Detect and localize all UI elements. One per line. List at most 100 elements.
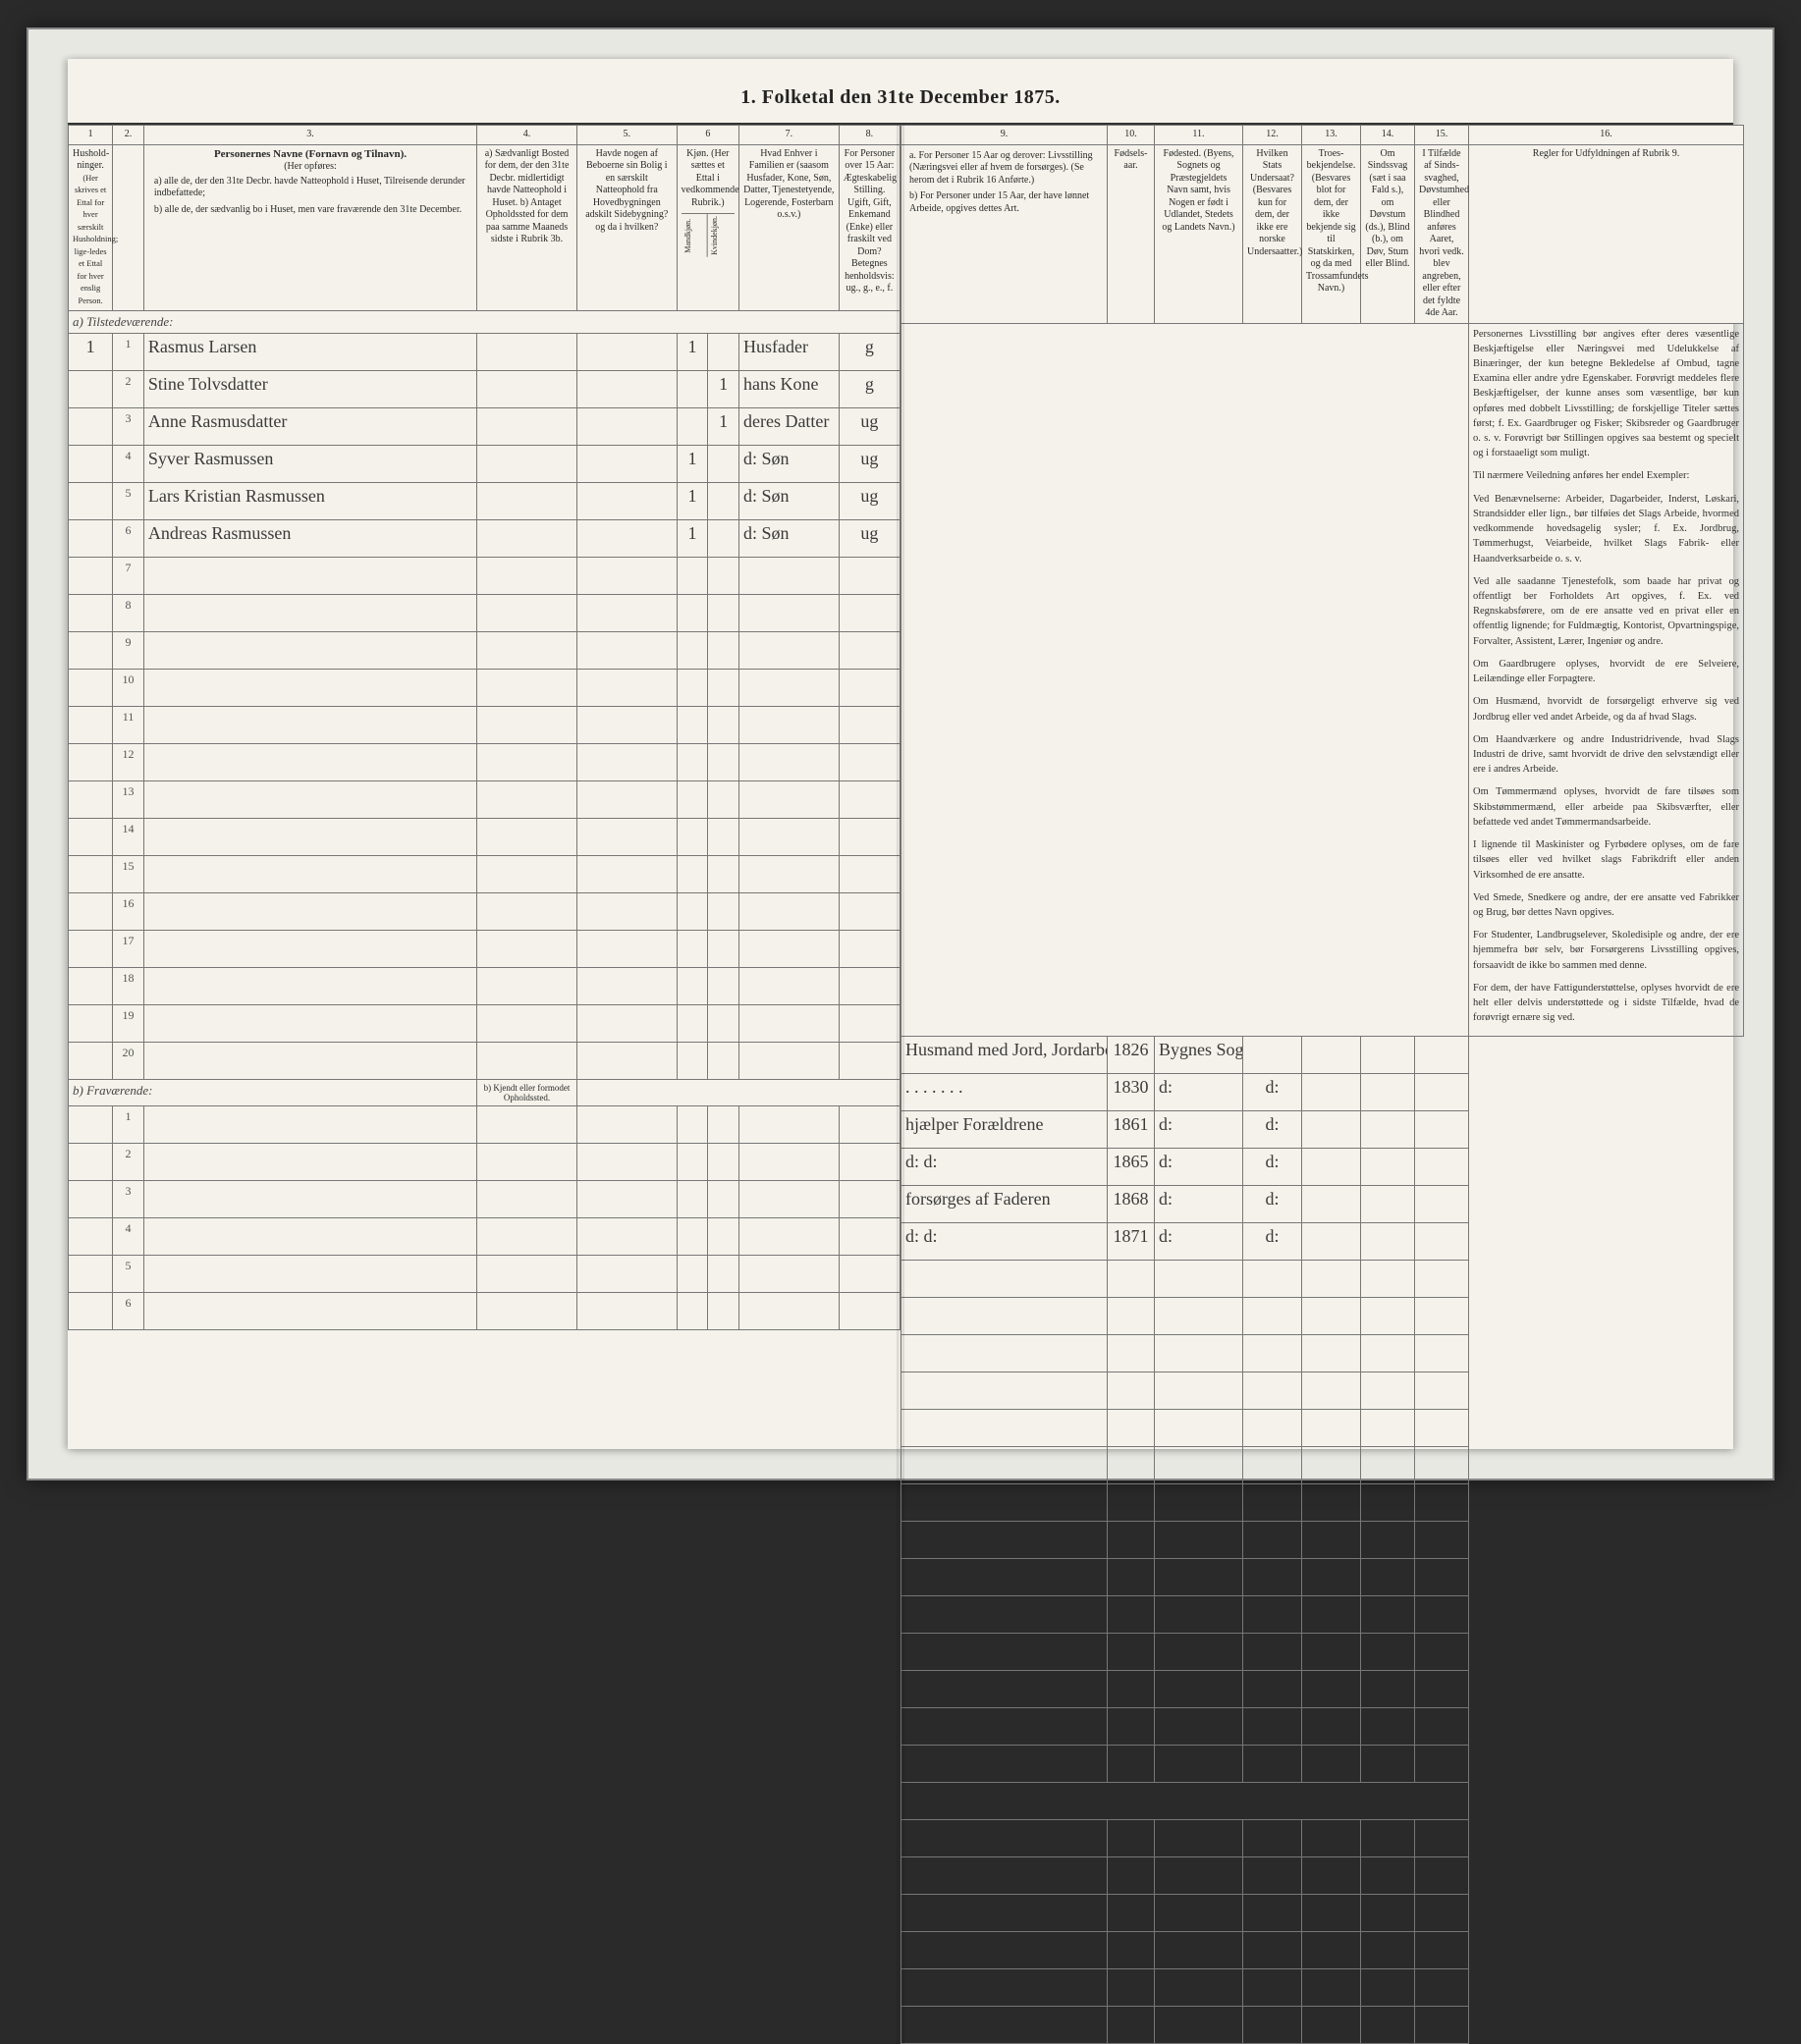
cell-c15 [1415,1037,1469,1074]
cell-name: Lars Kristian Rasmussen [143,483,476,520]
col-num: 3. [143,126,476,145]
cell-occupation: forsørges af Faderen [901,1186,1108,1223]
cell-occupation: d: d: [901,1149,1108,1186]
ledger: 1 2. 3. 4. 5. 6 7. 8. Hushold-ninger.(He… [68,123,1733,2044]
table-row [901,1335,1744,1372]
cell-c13 [1302,1149,1361,1186]
row-number: 15 [113,856,144,893]
col-num: 14. [1361,126,1415,145]
row-number: 13 [113,781,144,819]
section-present: a) Tilstedeværende: [69,311,900,334]
table-row [901,1522,1744,1559]
row-number: 14 [113,819,144,856]
table-row: 18 [69,968,900,1005]
cell-marital: ug [839,483,900,520]
cell-marital: g [839,371,900,408]
row-number: 2 [113,371,144,408]
table-row [901,1746,1744,1783]
col-header: Hushold-ninger.(Her skrives et Ettal for… [69,144,113,311]
cell-marital: ug [839,520,900,558]
cell-c4 [477,446,577,483]
left-table: 1 2. 3. 4. 5. 6 7. 8. Hushold-ninger.(He… [68,125,900,1330]
table-row [901,1708,1744,1746]
instruction-paragraph: Om Haandværkere og andre Industridrivend… [1473,732,1739,778]
instruction-paragraph: For Studenter, Landbrugselever, Skoledis… [1473,928,1739,973]
cell-c14 [1361,1037,1415,1074]
row-household [69,520,113,558]
cell-birthyear: 1830 [1108,1074,1155,1111]
cell-c12: d: [1243,1223,1302,1261]
cell-male: 1 [677,334,708,371]
col-header: Hvilken Stats Undersaat? (Besvares kun f… [1243,144,1302,323]
cell-occupation: d: d: [901,1223,1108,1261]
col-header: Hvad Enhver i Familien er (saasom Husfad… [738,144,839,311]
row-household [69,371,113,408]
left-page: 1 2. 3. 4. 5. 6 7. 8. Hushold-ninger.(He… [68,125,900,2044]
table-row [901,1298,1744,1335]
table-row: 2 [69,1144,900,1181]
cell-c15 [1415,1074,1469,1111]
cell-relation: hans Kone [738,371,839,408]
cell-birthyear: 1861 [1108,1111,1155,1149]
row-household [69,483,113,520]
cell-c14 [1361,1111,1415,1149]
row-number: 4 [113,1218,144,1256]
cell-birthplace: d: [1155,1223,1243,1261]
col-num: 12. [1243,126,1302,145]
cell-c4 [477,371,577,408]
cell-relation: deres Datter [738,408,839,446]
col-num: 5. [576,126,677,145]
cell-c13 [1302,1223,1361,1261]
page-title: 1. Folketal den 31te December 1875. [68,59,1733,123]
cell-female [708,520,739,558]
cell-c4 [477,408,577,446]
cell-c5 [576,520,677,558]
cell-c5 [576,446,677,483]
table-row [901,1932,1744,1969]
cell-c5 [576,408,677,446]
table-row: 20 [69,1043,900,1080]
table-row: 4 [69,1218,900,1256]
row-number: 6 [113,1293,144,1330]
row-household [69,446,113,483]
col-num: 1 [69,126,113,145]
cell-name: Syver Rasmussen [143,446,476,483]
cell-relation: d: Søn [738,483,839,520]
cell-c15 [1415,1223,1469,1261]
instruction-paragraph: Ved Smede, Snedkere og andre, der ere an… [1473,890,1739,920]
cell-c15 [1415,1186,1469,1223]
col-header: Personernes Navne (Fornavn og Tilnavn). … [143,144,476,311]
cell-male [677,408,708,446]
cell-birthyear: 1871 [1108,1223,1155,1261]
table-row [901,1372,1744,1410]
cell-birthyear: 1868 [1108,1186,1155,1223]
table-row: 4Syver Rasmussen1d: Sønug [69,446,900,483]
instruction-paragraph: Ved Benævnelserne: Arbeider, Dagarbeider… [1473,492,1739,566]
table-row [901,1410,1744,1447]
row-number: 10 [113,670,144,707]
col-header: a. For Personer 15 Aar og derover: Livss… [901,144,1108,323]
cell-c12: d: [1243,1074,1302,1111]
section-absent: b) Fraværende: [69,1080,477,1106]
instruction-paragraph: Om Husmænd, hvorvidt de forsørgeligt erh… [1473,694,1739,724]
instruction-paragraph: Til nærmere Veiledning anføres her endel… [1473,468,1739,483]
table-row: hjælper Forældrene1861d:d: [901,1111,1744,1149]
row-number: 19 [113,1005,144,1043]
cell-c14 [1361,1186,1415,1223]
instructions-panel: Personernes Livsstilling bør angives eft… [1469,323,1744,1037]
cell-marital: g [839,334,900,371]
cell-male: 1 [677,483,708,520]
col-num: 2. [113,126,144,145]
col-num: 16. [1469,126,1744,145]
col-num: 8. [839,126,900,145]
table-row: 8 [69,595,900,632]
table-row: 17 [69,931,900,968]
col-header: Om Sindssvag (sæt i saa Fald s.), om Døv… [1361,144,1415,323]
table-row: 15 [69,856,900,893]
table-row [901,1895,1744,1932]
col-header: I Tilfælde af Sinds-svaghed, Døvstumhed … [1415,144,1469,323]
table-row: 3 [69,1181,900,1218]
row-number: 12 [113,744,144,781]
table-row: 1 [69,1106,900,1144]
table-row [901,1671,1744,1708]
